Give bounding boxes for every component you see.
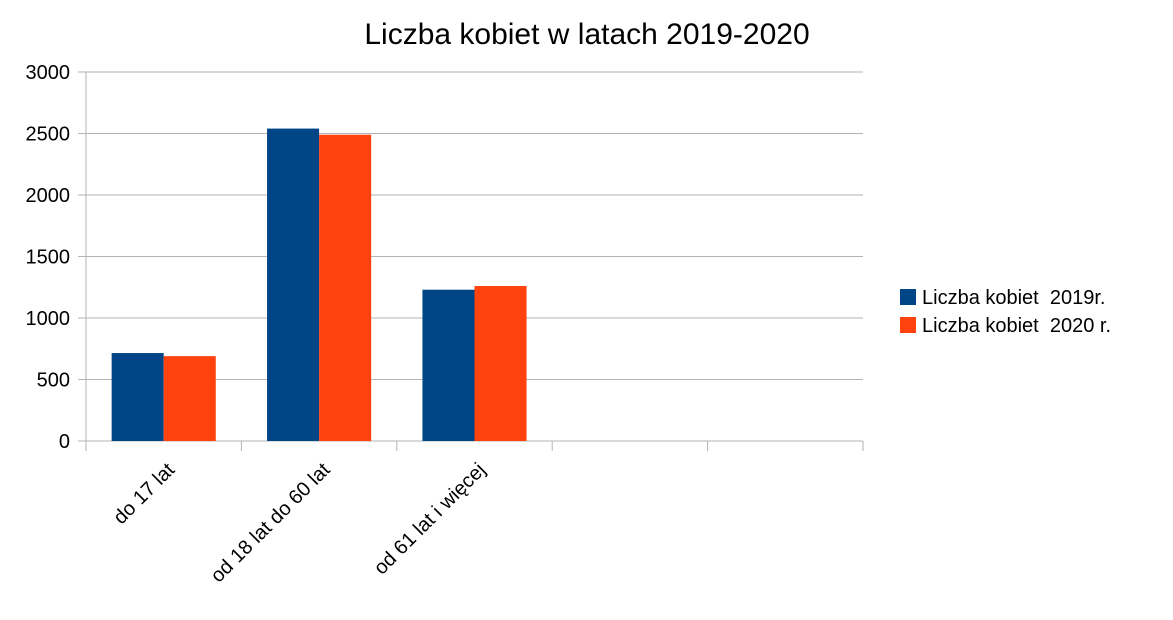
x-tick-label: od 61 lat i więcej (370, 459, 490, 579)
legend-swatch (900, 289, 916, 305)
y-tick-label: 2000 (26, 185, 71, 207)
y-tick-label: 1000 (26, 308, 71, 330)
y-tick-label: 2500 (26, 124, 71, 146)
y-tick-label: 3000 (26, 62, 71, 84)
bar (319, 134, 372, 442)
chart-title: Liczba kobiet w latach 2019-2020 (364, 18, 809, 51)
y-tick-label: 0 (59, 431, 70, 453)
legend-swatch (900, 317, 916, 333)
bar (474, 286, 527, 441)
legend-label: Liczba kobiet 2019r. (922, 287, 1105, 309)
y-tick-label: 500 (37, 370, 70, 392)
y-tick-label: 1500 (26, 247, 71, 269)
bar (422, 289, 475, 441)
bar (111, 353, 164, 441)
legend-label: Liczba kobiet 2020 r. (922, 315, 1111, 337)
bar (163, 356, 216, 441)
x-tick-label: do 17 lat (109, 459, 179, 529)
bar (267, 128, 320, 441)
x-tick-label: od 18 lat do 60 lat (207, 459, 335, 587)
